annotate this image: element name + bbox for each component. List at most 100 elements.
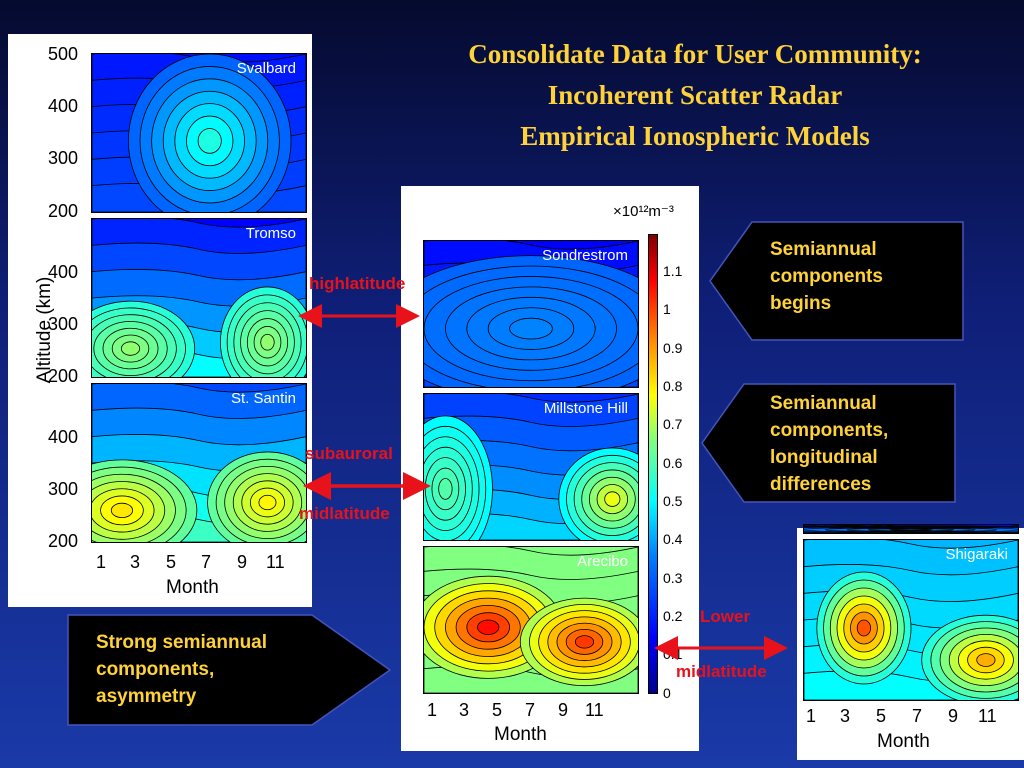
colorbar-tick: 0.7 (663, 416, 683, 432)
label-lower: Lower (700, 607, 751, 626)
x-tick: 9 (558, 700, 569, 720)
unit-label: ×10¹²m⁻³ (613, 203, 674, 220)
x-tick: 3 (459, 700, 470, 720)
x-tick: 9 (237, 552, 248, 572)
contour-ring (574, 635, 595, 649)
y-tick: 200 (48, 366, 79, 386)
x-tick: 5 (876, 706, 887, 726)
plot-label-millstone-hill: Millstone Hill (543, 400, 628, 417)
x-axis-label: Month (494, 724, 547, 745)
middle-figure: ×10¹²m⁻³ Sondrestrom Millstone Hill Arec… (401, 186, 699, 751)
colorbar-tick: 0.1 (663, 646, 683, 662)
y-tick: 400 (48, 262, 79, 282)
y-tick: 200 (48, 201, 79, 221)
contour-ring (604, 491, 621, 507)
callout-mid-right: Semiannual components, longitudinal diff… (770, 390, 888, 498)
plot-upper-partial (803, 524, 1019, 534)
label-midlatitude: midlatitude (299, 504, 390, 523)
contour-ring (197, 128, 222, 154)
y-tick: 200 (48, 531, 79, 551)
contour-fill (424, 547, 638, 693)
plot-shigaraki: Shigaraki (803, 539, 1019, 701)
y-tick: 300 (48, 148, 79, 168)
x-tick: 1 (427, 700, 438, 720)
left-figure: Altitude (km) Svalbard Tromso St. Santin… (8, 34, 312, 607)
title-line-2: Incoherent Scatter Radar (547, 80, 843, 110)
x-tick: 11 (978, 706, 997, 726)
contour-ring (477, 619, 500, 635)
callout-line: components, (770, 420, 889, 441)
contour-fill (92, 219, 306, 377)
contour-fill (424, 394, 638, 540)
plot-label-tromso: Tromso (245, 225, 296, 242)
x-tick: 3 (130, 552, 141, 572)
contour-fill (804, 540, 1018, 700)
colorbar-tick: 0.6 (663, 455, 683, 471)
title-line-1: Consolidate Data for User Community: (468, 39, 922, 69)
plot-tromso: Tromso (91, 218, 307, 378)
contour-ring (889, 528, 933, 531)
x-tick: 3 (840, 706, 851, 726)
contour-ring (110, 502, 134, 519)
y-tick: 500 (48, 44, 79, 64)
callout-bottom-left: Strong semiannual components, asymmetry (96, 629, 267, 710)
x-tick: 11 (585, 700, 604, 720)
plot-label-arecibo: Arecibo (577, 553, 628, 570)
x-tick: 7 (912, 706, 923, 726)
callout-line: Semiannual (770, 239, 877, 260)
plot-label-st-santin: St. Santin (230, 390, 296, 407)
contour-fill (424, 241, 638, 387)
colorbar (648, 234, 658, 694)
x-tick: 11 (266, 552, 285, 572)
x-axis-label: Month (166, 577, 219, 598)
x-tick: 5 (166, 552, 177, 572)
colorbar-tick: 1 (663, 301, 671, 317)
callout-line: asymmetry (96, 686, 197, 707)
x-axis-label: Month (877, 731, 930, 752)
x-tick: 5 (492, 700, 503, 720)
callout-line: Semiannual (770, 393, 877, 414)
x-tick: 7 (525, 700, 536, 720)
colorbar-tick: 0.9 (663, 340, 683, 356)
callout-line: components, (96, 659, 215, 680)
callout-line: begins (770, 293, 832, 314)
slide-title: Consolidate Data for User Community: Inc… (400, 34, 990, 157)
contour-ring (438, 478, 453, 500)
plot-millstone-hill: Millstone Hill (423, 393, 639, 541)
colorbar-tick: 0 (663, 685, 671, 701)
colorbar-tick: 0.2 (663, 608, 683, 624)
plot-label-sondrestrom: Sondrestrom (542, 247, 628, 264)
x-tick: 1 (96, 552, 107, 572)
label-lower-midlatitude: midlatitude (676, 662, 767, 681)
callout-line: differences (770, 474, 872, 495)
colorbar-tick: 0.3 (663, 570, 683, 586)
colorbar-tick: 0.8 (663, 378, 683, 394)
label-highlatitude: highlatitude (309, 274, 406, 293)
x-tick: 7 (201, 552, 212, 572)
plot-label-shigaraki: Shigaraki (945, 546, 1008, 563)
plot-st-santin: St. Santin (91, 383, 307, 543)
contour-fill (92, 54, 306, 212)
callout-line: components (770, 266, 883, 287)
plot-label-svalbard: Svalbard (236, 60, 296, 77)
colorbar-tick: 0.4 (663, 531, 683, 547)
x-tick: 1 (806, 706, 817, 726)
y-tick: 400 (48, 427, 79, 447)
contour-ring (976, 653, 996, 667)
contour-fill (92, 384, 306, 542)
colorbar-tick: 0.5 (663, 493, 683, 509)
y-tick: 400 (48, 96, 79, 116)
plot-sondrestrom: Sondrestrom (423, 240, 639, 388)
y-tick: 300 (48, 479, 79, 499)
y-tick: 300 (48, 314, 79, 334)
contour-ring (258, 494, 277, 511)
x-tick: 9 (948, 706, 959, 726)
contour-fill (804, 525, 1018, 533)
title-line-3: Empirical Ionospheric Models (520, 121, 870, 151)
right-figure: Shigaraki 1 3 5 7 9 11 Month (797, 524, 1024, 760)
contour-ring (260, 333, 275, 351)
callout-top-right: Semiannual components begins (770, 236, 883, 317)
plot-arecibo: Arecibo (423, 546, 639, 694)
callout-line: Strong semiannual (96, 632, 268, 653)
contour-ring (856, 619, 872, 637)
